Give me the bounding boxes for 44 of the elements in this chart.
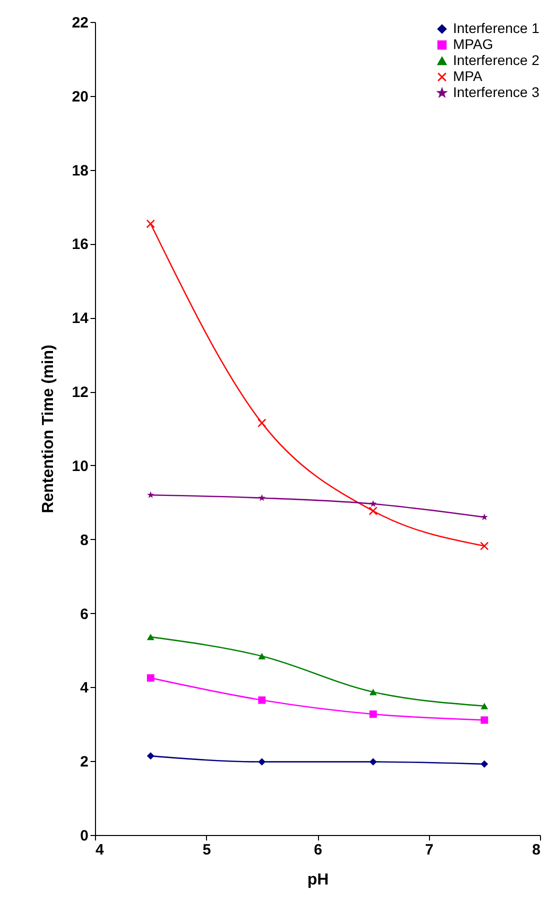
x-tick-label: 6	[314, 842, 322, 858]
y-tick-label: 8	[80, 532, 88, 549]
y-tick-label: 22	[72, 14, 88, 32]
y-tick-label: 0	[80, 828, 88, 844]
legend-label: MPAG	[453, 36, 494, 52]
point	[370, 500, 377, 507]
legend-label: Interference 2	[453, 52, 540, 68]
point	[258, 418, 266, 428]
point	[480, 702, 488, 710]
y-tick-label: 10	[72, 458, 88, 475]
point	[258, 758, 266, 766]
point	[480, 760, 488, 768]
point	[369, 710, 377, 718]
legend-label: Interference 3	[453, 84, 540, 100]
y-tick-label: 18	[72, 162, 88, 180]
point	[258, 696, 266, 704]
x-tick-label: 8	[532, 842, 540, 858]
point	[480, 542, 489, 550]
y-tick-label: 14	[72, 310, 90, 328]
y-tick-label: 2	[80, 754, 88, 771]
y-tick-label: 16	[72, 236, 88, 254]
point	[480, 716, 488, 724]
point	[369, 758, 377, 766]
y-tick-label: 4	[80, 680, 90, 697]
point	[146, 674, 154, 682]
y-tick-label: 20	[72, 88, 88, 106]
legend-label: Interference 1	[453, 20, 540, 36]
point	[146, 219, 155, 228]
point	[480, 513, 488, 520]
point	[258, 494, 266, 501]
x-tick-label: 5	[202, 842, 211, 858]
x-tick-label: 7	[425, 842, 434, 858]
x-axis-title: pH	[307, 872, 329, 888]
y-tick-label: 6	[80, 606, 88, 623]
point	[146, 634, 154, 640]
point	[258, 652, 266, 660]
y-axis-title: Rentention Time (min)	[40, 344, 57, 514]
x-tick-label: 4	[96, 842, 104, 858]
point	[147, 491, 154, 498]
point	[369, 688, 377, 696]
point	[146, 752, 154, 760]
point	[368, 506, 378, 516]
legend-label: MPA	[453, 68, 483, 84]
y-tick-label: 12	[72, 384, 88, 402]
